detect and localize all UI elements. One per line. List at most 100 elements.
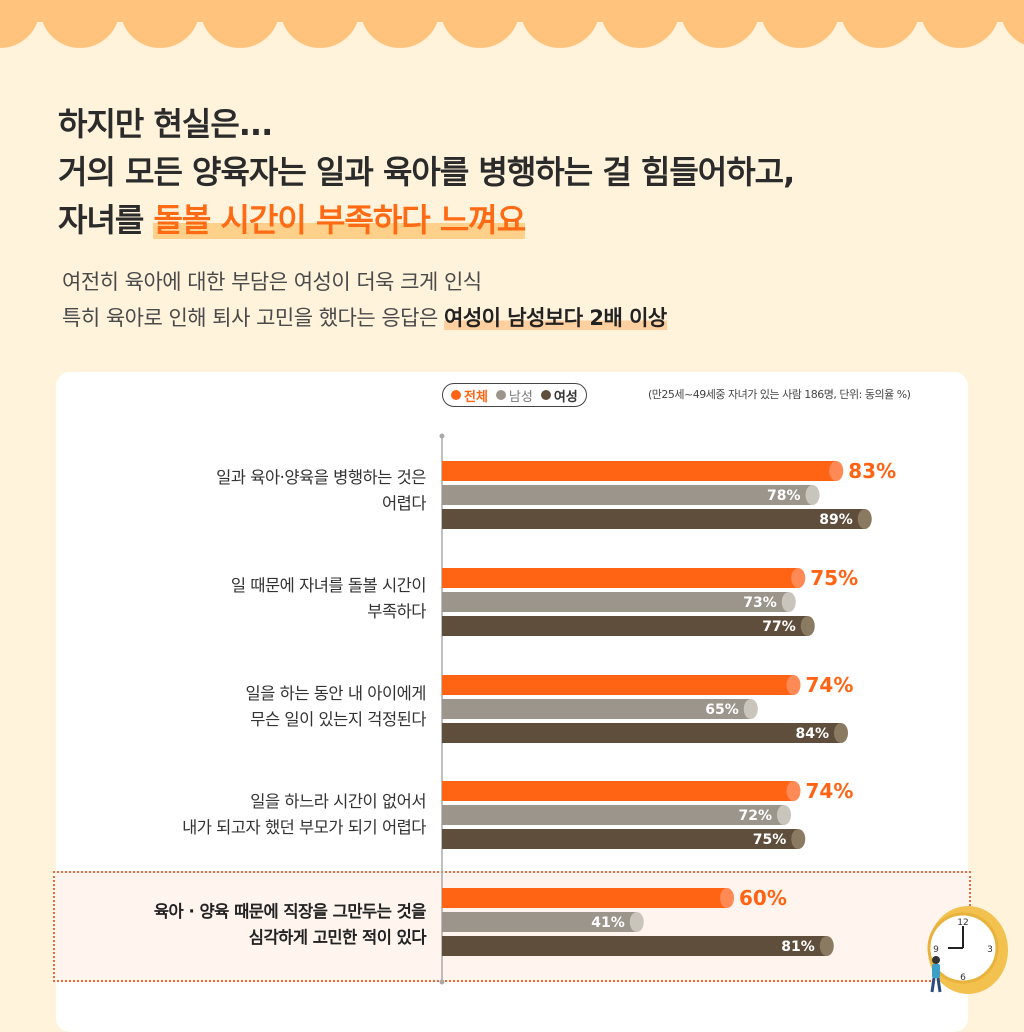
category-label-line: 부족하다 (367, 602, 426, 621)
scallop (440, 0, 520, 48)
bar-total (442, 461, 837, 481)
scallop (840, 0, 920, 48)
bar-male (442, 699, 751, 719)
headline-line-1: 하지만 현실은... (58, 105, 273, 143)
scallop (1000, 0, 1024, 45)
scallop (520, 0, 600, 48)
bar-cap-male (743, 699, 758, 719)
category-label-line: 무슨 일이 있는지 걱정된다 (250, 710, 426, 729)
legend-item-female: 여성 (540, 386, 578, 405)
value-label-male: 65% (705, 702, 739, 718)
scallop (120, 0, 200, 48)
subheadline-line-1: 여전히 육아에 대한 부담은 여성이 더욱 크게 인식 (62, 270, 482, 294)
scallop (920, 0, 1000, 48)
value-label-male: 41% (591, 915, 625, 931)
bar-cap-female (819, 936, 834, 956)
bar-cap-female (857, 509, 872, 529)
legend-item-male: 남성 (495, 386, 533, 405)
bar-female (442, 509, 865, 529)
bar-cap-total (829, 461, 844, 481)
value-label-female: 81% (781, 939, 815, 955)
legend-label-male: 남성 (508, 389, 533, 405)
scallop-border (0, 0, 1024, 48)
value-label-female: 75% (753, 832, 787, 848)
scallop (200, 0, 280, 48)
category-label-line: 일을 하는 동안 내 아이에게 (245, 684, 427, 703)
category-label-line: 내가 되고자 했던 부모가 되기 어렵다 (182, 818, 426, 837)
clock-illustration: 12 3 6 9 (927, 906, 1008, 994)
value-label-female: 77% (762, 619, 796, 635)
value-label-total: 75% (810, 566, 858, 590)
category-label-line: 육아 · 양육 때문에 직장을 그만두는 것을 (153, 902, 427, 921)
bar-male (442, 485, 813, 505)
subheadline-line-2-prefix: 특히 육아로 인해 퇴사 고민을 했다는 응답은 (62, 306, 444, 330)
headline: 하지만 현실은... 거의 모든 양육자는 일과 육아를 병행하는 걸 힘들어하… (58, 100, 795, 244)
bar-cap-total (791, 568, 806, 588)
bar-cap-total (786, 781, 801, 801)
legend-item-total: 전체 (451, 386, 488, 405)
bar-cap-male (805, 485, 820, 505)
scallop (680, 0, 760, 48)
headline-line-2: 거의 모든 양육자는 일과 육아를 병행하는 걸 힘들어하고, (58, 153, 795, 191)
value-label-total: 83% (848, 459, 896, 483)
legend-dot-male (495, 390, 506, 400)
bar-cap-total (720, 888, 734, 908)
bar-cap-female (791, 829, 806, 849)
bar-cap-male (629, 912, 644, 932)
bar-cap-total (786, 675, 801, 695)
category-label-line: 심각하게 고민한 적이 있다 (248, 928, 427, 947)
subheadline: 여전히 육아에 대한 부담은 여성이 더욱 크게 인식 특히 육아로 인해 퇴사… (62, 264, 667, 336)
bar-total (442, 888, 727, 908)
person-leg (936, 977, 942, 993)
bar-cap-female (800, 616, 815, 636)
scallop (40, 0, 120, 48)
legend-dot-total (451, 390, 461, 400)
value-label-total: 74% (806, 673, 854, 697)
category-label-line: 일을 하느라 시간이 없어서 (250, 792, 426, 811)
subheadline-emphasis: 여성이 남성보다 2배 이상 (444, 306, 667, 330)
bar-female (442, 829, 799, 849)
value-label-female: 89% (819, 512, 853, 528)
axis-cap (439, 979, 445, 985)
person-body (932, 964, 940, 978)
scallop (0, 0, 40, 48)
headline-line-3-prefix: 자녀를 (58, 201, 154, 239)
bar-female (442, 723, 841, 743)
bar-female (442, 616, 808, 636)
bar-total (442, 568, 799, 588)
bar-total (442, 781, 794, 801)
chart-legend: 전체 남성 여성 (442, 383, 587, 407)
category-label-line: 어렵다 (381, 494, 427, 513)
scallop (280, 0, 360, 48)
bar-cap-female (834, 723, 848, 743)
bar-male (442, 592, 789, 612)
category-label-line: 일과 육아·양육을 병행하는 것은 (216, 468, 426, 487)
bar-female (442, 936, 827, 956)
legend-label-total: 전체 (464, 389, 488, 405)
value-label-male: 73% (743, 595, 777, 611)
value-label-total: 74% (806, 779, 854, 803)
clock-number-6: 6 (960, 973, 966, 983)
headline-line-3: 자녀를 돌볼 시간이 부족하다 느껴요 (58, 201, 526, 239)
value-label-male: 78% (767, 488, 801, 504)
legend-dot-female (540, 390, 551, 400)
scallop (360, 0, 440, 48)
clock-number-12: 12 (957, 918, 968, 928)
value-label-total: 60% (739, 886, 787, 910)
subheadline-line-2: 특히 육아로 인해 퇴사 고민을 했다는 응답은 여성이 남성보다 2배 이상 (62, 306, 667, 330)
clock-number-3: 3 (987, 945, 993, 955)
person-head (932, 956, 940, 964)
clock-number-9: 9 (933, 945, 939, 955)
value-label-male: 72% (738, 808, 772, 824)
bar-male (442, 805, 784, 825)
category-label-line: 일 때문에 자녀를 돌볼 시간이 (230, 576, 427, 595)
axis-cap (439, 433, 445, 439)
bar-cap-male (777, 805, 791, 825)
bar-total (442, 675, 794, 695)
